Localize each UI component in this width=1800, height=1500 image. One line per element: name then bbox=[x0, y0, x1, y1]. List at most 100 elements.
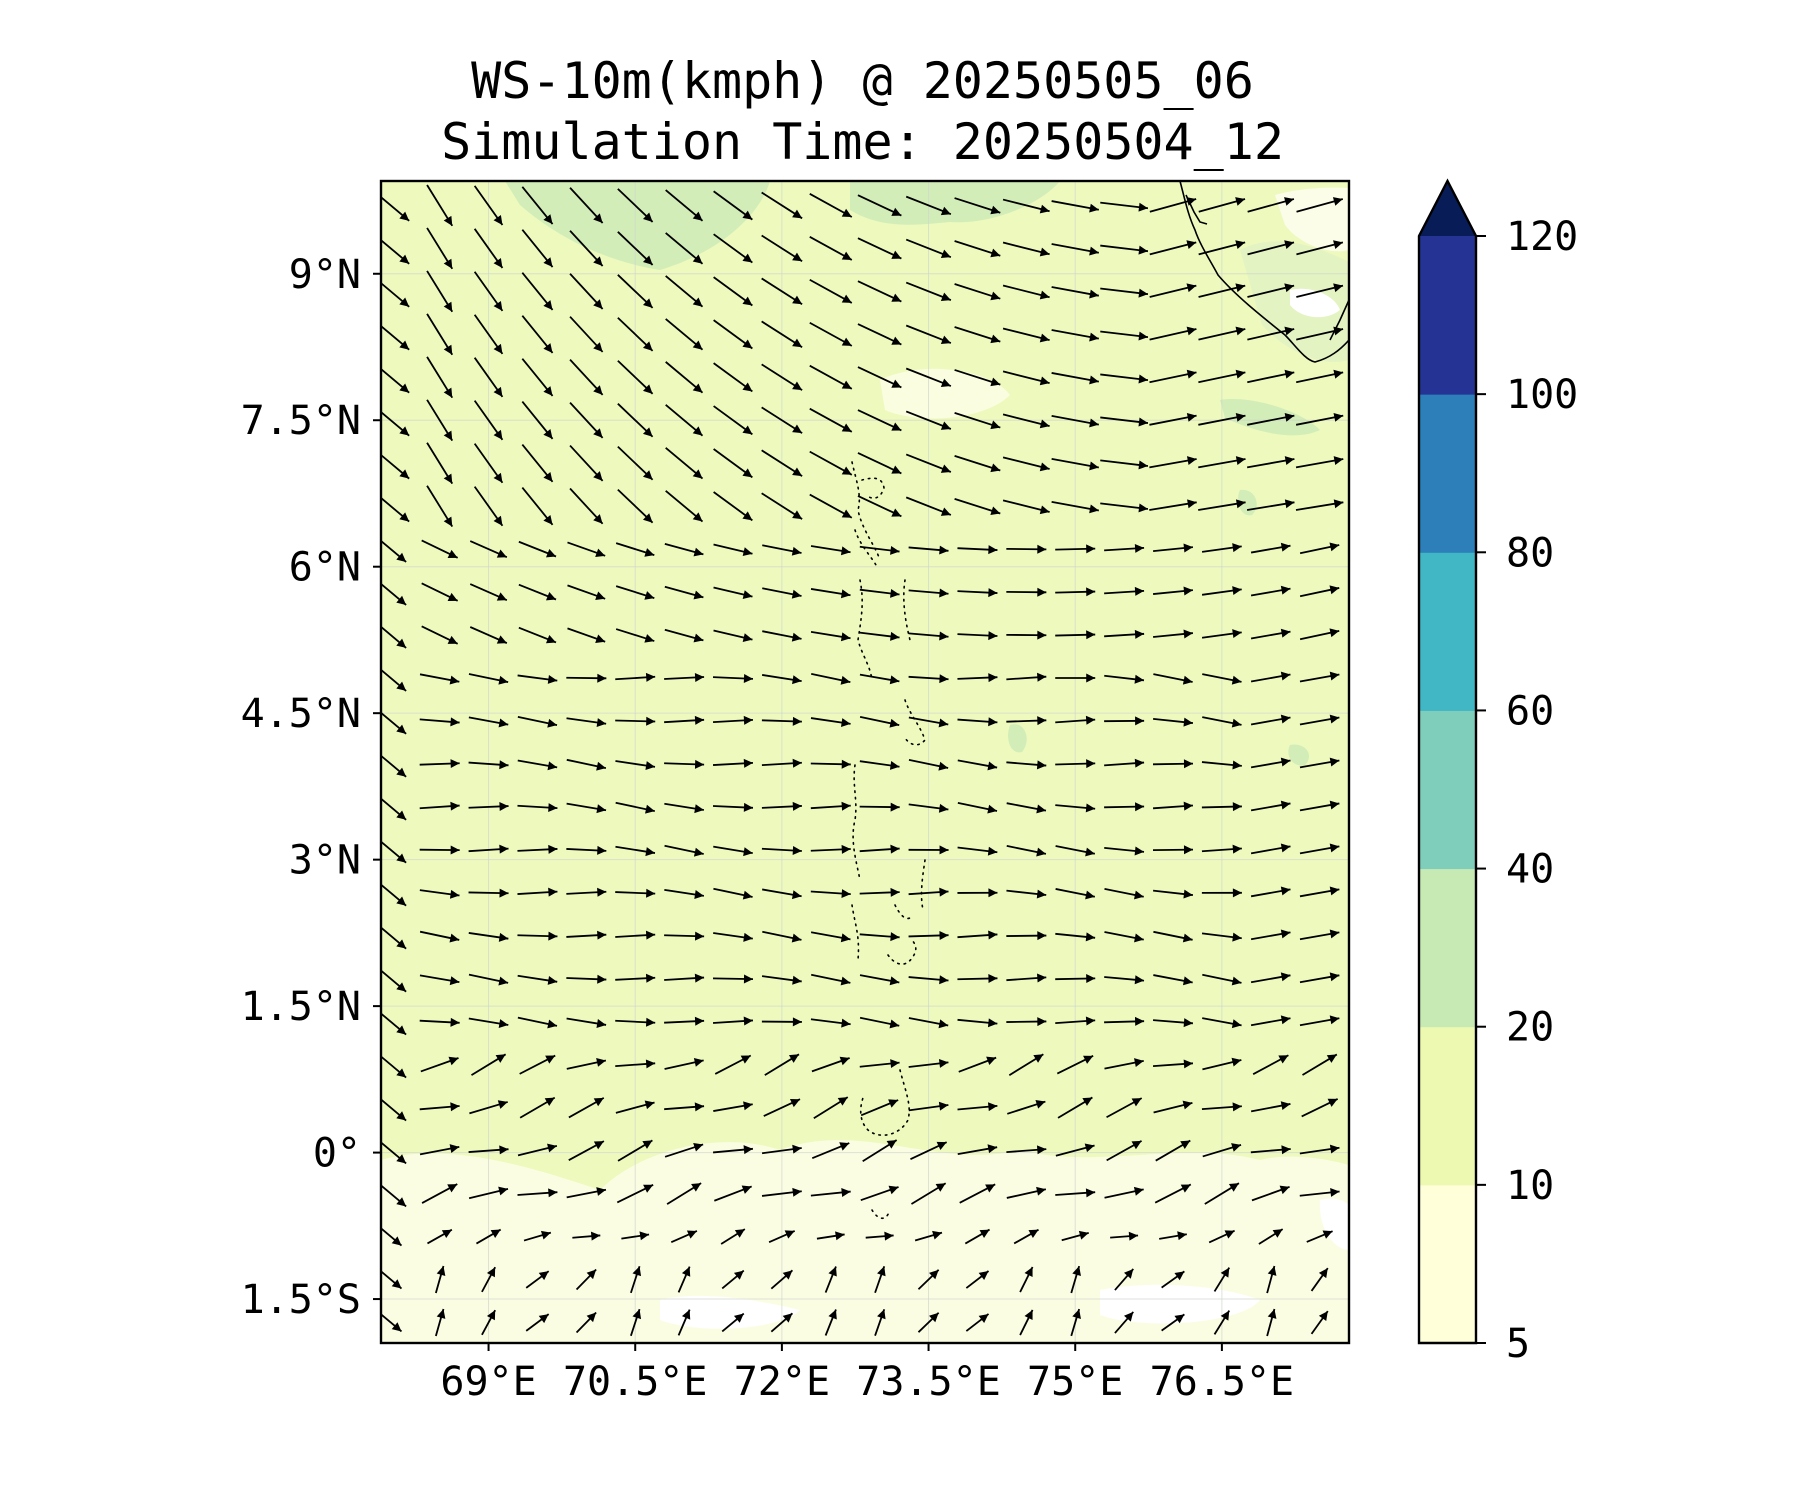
wind-arrow bbox=[665, 318, 704, 351]
wind-arrow bbox=[957, 631, 998, 641]
wind-arrow bbox=[521, 486, 554, 526]
wind-arrow bbox=[762, 544, 802, 556]
wind-arrow bbox=[1198, 412, 1246, 426]
wind-arrow bbox=[426, 227, 454, 270]
wind-arrow bbox=[664, 802, 705, 814]
wind-arrow bbox=[905, 453, 952, 473]
wind-arrow bbox=[1213, 1310, 1231, 1335]
wind-arrow bbox=[381, 324, 410, 351]
wind-arrow bbox=[1201, 932, 1242, 942]
wind-arrow bbox=[1250, 1145, 1291, 1155]
wind-arrow bbox=[1051, 329, 1099, 342]
wind-arrow bbox=[664, 1102, 705, 1112]
wind-arrow bbox=[862, 1139, 898, 1162]
wind-arrow bbox=[1055, 630, 1096, 640]
wind-arrow bbox=[664, 1057, 704, 1070]
wind-arrow bbox=[713, 405, 753, 436]
lat-tick-label: 0° bbox=[313, 1131, 361, 1177]
wind-arrow bbox=[1149, 369, 1197, 384]
wind-arrow bbox=[1198, 499, 1246, 511]
wind-arrow bbox=[1055, 587, 1096, 597]
wind-arrow bbox=[957, 588, 998, 598]
wind-arrow bbox=[1100, 287, 1149, 298]
wind-arrow bbox=[954, 455, 1001, 473]
wind-arrow bbox=[857, 194, 902, 217]
wind-arrow bbox=[1104, 1016, 1145, 1026]
wind-arrow bbox=[664, 672, 705, 682]
longitude-axis: 69°E 70.5°E 72°E 73.5°E 75°E 76.5°E bbox=[440, 1343, 1294, 1405]
wind-arrow bbox=[957, 846, 998, 856]
wind-arrow bbox=[1202, 673, 1242, 685]
wind-arrow bbox=[713, 190, 753, 221]
wind-arrow bbox=[517, 716, 558, 728]
wind-arrow bbox=[1106, 1140, 1143, 1162]
wind-arrow bbox=[1002, 284, 1050, 300]
atoll-outline bbox=[861, 477, 885, 499]
wind-arrow bbox=[1002, 413, 1050, 429]
wind-arrow bbox=[1055, 888, 1096, 900]
wind-arrow bbox=[381, 238, 410, 265]
wind-arrow bbox=[1149, 197, 1197, 213]
wind-arrow bbox=[1310, 1310, 1329, 1335]
wind-arrow bbox=[761, 674, 802, 685]
wind-arrow bbox=[381, 1313, 403, 1333]
lat-tick-label: 4.5°N bbox=[241, 691, 361, 737]
wind-arrow bbox=[426, 442, 454, 485]
wind-arrow bbox=[1104, 543, 1145, 553]
wind-arrow bbox=[616, 1183, 654, 1204]
wind-arrow bbox=[813, 1096, 849, 1120]
wind-arrow bbox=[1002, 198, 1050, 214]
wind-arrow bbox=[857, 237, 902, 260]
wind-arrow bbox=[517, 887, 558, 897]
wind-arrow bbox=[908, 588, 949, 598]
wind-arrow bbox=[617, 1139, 653, 1162]
wind-arrow bbox=[468, 932, 509, 942]
wind-arrow bbox=[1104, 931, 1144, 943]
wind-arrow bbox=[1250, 757, 1291, 769]
wind-arrow bbox=[1006, 760, 1047, 770]
wind-arrow bbox=[910, 1141, 948, 1160]
colorbar-tick-label: 20 bbox=[1506, 1005, 1554, 1051]
wind-arrow bbox=[666, 1182, 702, 1205]
wind-arrow bbox=[1114, 1268, 1134, 1291]
wind-arrow bbox=[1198, 369, 1246, 384]
wind-arrow bbox=[761, 320, 803, 348]
wind-arrow bbox=[763, 1098, 801, 1117]
wind-arrow bbox=[517, 674, 558, 684]
wind-arrow bbox=[1202, 1017, 1242, 1029]
wind-arrow bbox=[1299, 800, 1340, 812]
wind-arrow bbox=[621, 1231, 650, 1241]
wind-arrow bbox=[1299, 972, 1340, 984]
wind-arrow bbox=[381, 754, 407, 778]
wind-arrow bbox=[874, 1266, 886, 1294]
wind-arrow bbox=[468, 1145, 509, 1155]
wind-arrow bbox=[1153, 889, 1193, 899]
wind-arrow bbox=[810, 1018, 851, 1028]
wind-arrow bbox=[1110, 1231, 1139, 1241]
wind-arrow bbox=[721, 1312, 745, 1333]
wind-arrow bbox=[965, 1313, 990, 1332]
wind-arrow bbox=[1202, 1057, 1242, 1071]
wind-arrow bbox=[665, 447, 704, 480]
wind-arrow bbox=[958, 1056, 997, 1073]
wind-arrow bbox=[1201, 629, 1242, 639]
lat-tick-label: 9°N bbox=[289, 252, 361, 298]
wind-arrow bbox=[1208, 1229, 1235, 1244]
wind-arrow bbox=[1250, 1101, 1291, 1113]
wind-arrow bbox=[615, 973, 656, 983]
wind-arrow bbox=[1295, 369, 1344, 384]
wind-arrow bbox=[419, 845, 460, 855]
wind-arrow bbox=[810, 801, 851, 811]
wind-arrow bbox=[664, 888, 705, 899]
wind-arrow bbox=[1051, 457, 1099, 471]
wind-arrow bbox=[566, 1187, 607, 1199]
wind-arrow bbox=[1106, 1097, 1143, 1119]
wind-arrow bbox=[1161, 1313, 1185, 1332]
wind-arrow bbox=[419, 673, 460, 685]
wind-arrow bbox=[473, 185, 504, 226]
wind-arrow bbox=[1100, 330, 1149, 341]
wind-arrow bbox=[381, 797, 407, 821]
wind-arrow bbox=[917, 1312, 940, 1333]
wind-arrow bbox=[517, 1016, 558, 1029]
wind-arrow bbox=[859, 974, 900, 986]
